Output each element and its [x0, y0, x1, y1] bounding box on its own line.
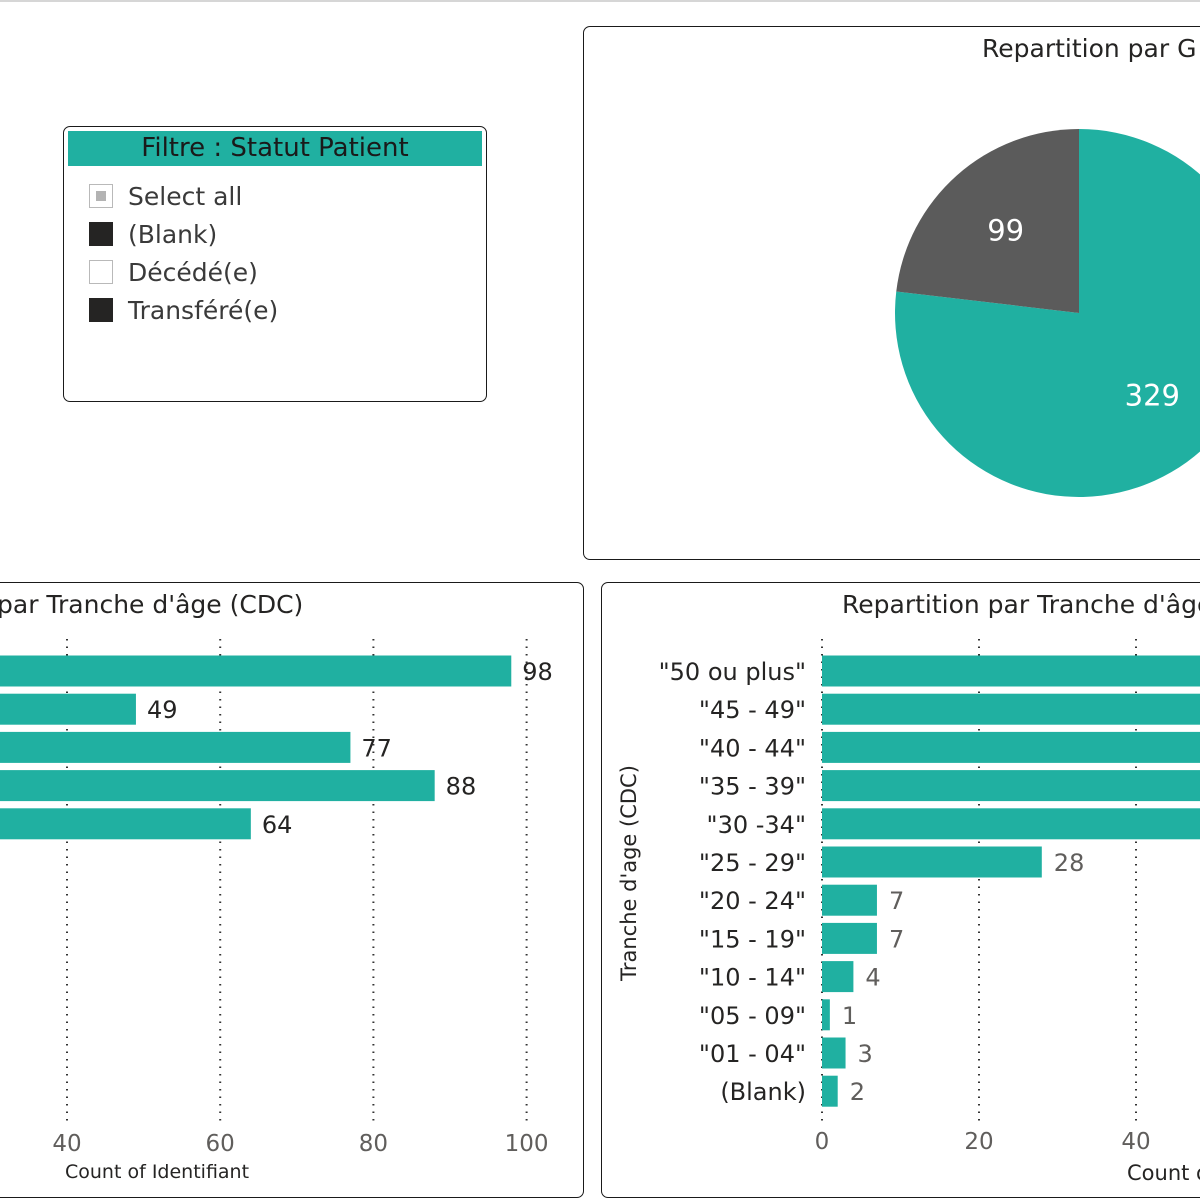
bar	[822, 693, 1200, 725]
pie-slice-label: 99	[987, 213, 1024, 247]
left-x-axis-title: Count of Identifiant	[65, 1161, 250, 1183]
y-category-label: "20 - 24"	[699, 887, 806, 915]
bar	[822, 1075, 838, 1107]
bar	[822, 770, 1200, 802]
checkbox-icon[interactable]	[89, 298, 113, 322]
slicer-title: Filtre : Statut Patient	[68, 131, 482, 166]
bar-data-label: 2	[850, 1078, 865, 1106]
left-bar-chart-panel: par Tranche d'âge (CDC) 40 60 80 100 98 49 77 8…	[0, 582, 584, 1198]
right-bar-chart-panel: Repartition par Tranche d'âge 0 20 40 "50 o…	[601, 582, 1200, 1198]
slicer-item-decede[interactable]: Décédé(e)	[89, 255, 258, 289]
bar	[822, 808, 1200, 840]
pie-slice-1	[896, 129, 1079, 313]
bar	[0, 655, 512, 687]
x-tick-label: 60	[206, 1131, 235, 1157]
bar	[822, 884, 877, 916]
right-y-axis-title: Tranche d'age (CDC)	[617, 765, 641, 982]
y-category-label: "05 - 09"	[699, 1002, 806, 1030]
bar	[822, 655, 1200, 687]
left-chart-title: par Tranche d'âge (CDC)	[0, 590, 304, 619]
bar-data-label: 3	[858, 1040, 873, 1068]
pie-slice-label: 329	[1125, 379, 1180, 413]
top-border	[0, 0, 1200, 2]
y-category-label: "15 - 19"	[699, 925, 806, 953]
slicer-item-select-all[interactable]: Select all	[89, 179, 242, 213]
bar	[822, 846, 1042, 878]
y-category-label: "10 - 14"	[699, 964, 806, 992]
slicer-item-label: (Blank)	[128, 219, 218, 249]
checkbox-icon[interactable]	[89, 260, 113, 284]
bar	[822, 961, 854, 993]
slicer-item-transfere[interactable]: Transféré(e)	[89, 293, 278, 327]
bar	[0, 731, 351, 763]
slicer-item-label: Select all	[128, 181, 243, 211]
left-bar-chart: 406080100984977886418	[0, 639, 553, 1157]
slicer-item-label: Décédé(e)	[128, 257, 258, 287]
y-category-label: "25 - 29"	[699, 849, 806, 877]
y-category-label: "01 - 04"	[699, 1040, 806, 1068]
bar-data-label: 49	[147, 696, 178, 724]
bar-data-label: 64	[262, 811, 293, 839]
right-bar-chart: 0 20 40 "50 ou plus" "45 - 49" "40 - 44" "35 -…	[617, 639, 1200, 1155]
bar-data-label: 77	[361, 734, 392, 762]
y-category-label: "40 - 44"	[699, 734, 806, 762]
slicer-item-label: Transféré(e)	[128, 295, 279, 325]
x-tick-label: 40	[52, 1131, 81, 1157]
bar	[0, 693, 136, 725]
bar-data-label: 88	[446, 773, 477, 801]
x-tick-label: 80	[359, 1131, 388, 1157]
bar	[822, 1037, 846, 1069]
pie-slice-0	[895, 129, 1200, 497]
slicer-statut-patient: Filtre : Statut Patient Select all (Blan…	[63, 126, 487, 402]
y-category-label: "45 - 49"	[699, 696, 806, 724]
bar	[822, 922, 877, 954]
slicer-item-blank[interactable]: (Blank)	[89, 217, 217, 251]
right-chart-title: Repartition par Tranche d'âge	[842, 590, 1200, 619]
bar	[0, 770, 435, 802]
pie-chart: 329 99	[895, 129, 1200, 497]
y-category-label: "30 -34"	[707, 811, 806, 839]
x-tick-label: 0	[815, 1129, 830, 1155]
pie-chart-title: Repartition par G	[982, 34, 1197, 63]
y-category-label: (Blank)	[720, 1078, 806, 1106]
bar-data-label: 4	[865, 964, 880, 992]
x-tick-label: 20	[964, 1129, 993, 1155]
bar	[0, 808, 251, 840]
bar-data-label: 98	[522, 658, 553, 686]
bar	[822, 999, 830, 1031]
checkbox-icon[interactable]	[89, 184, 113, 208]
x-tick-label: 40	[1121, 1129, 1150, 1155]
x-tick-label: 100	[505, 1131, 549, 1157]
y-category-label: "35 - 39"	[699, 773, 806, 801]
bar-data-label: 1	[842, 1002, 857, 1030]
bar	[822, 731, 1200, 763]
y-category-label: "50 ou plus"	[659, 658, 806, 686]
bar-data-label: 7	[889, 925, 904, 953]
bar-data-label: 7	[889, 887, 904, 915]
pie-chart-panel: Repartition par G 329 99	[583, 26, 1200, 560]
right-x-axis-title: Count o	[1127, 1161, 1200, 1185]
bar-data-label: 28	[1054, 849, 1085, 877]
checkbox-icon[interactable]	[89, 222, 113, 246]
